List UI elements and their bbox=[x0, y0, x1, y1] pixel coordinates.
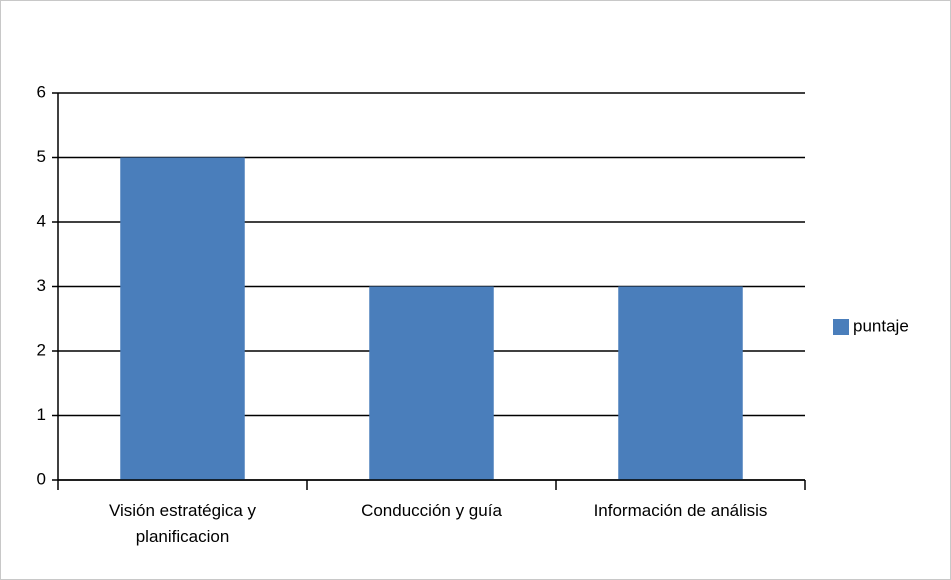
bar bbox=[369, 286, 494, 480]
legend-label: puntaje bbox=[853, 316, 909, 335]
y-tick-label: 3 bbox=[37, 276, 46, 295]
y-tick-label: 4 bbox=[37, 211, 46, 230]
y-tick-label: 5 bbox=[37, 147, 46, 166]
y-tick-label: 6 bbox=[37, 82, 46, 101]
y-tick-label: 1 bbox=[37, 405, 46, 424]
x-tick-label: Visión estratégica y planificacion bbox=[108, 501, 257, 546]
y-tick-label: 0 bbox=[37, 469, 46, 488]
bar bbox=[618, 286, 743, 480]
x-tick-label: Conducción y guía bbox=[361, 501, 502, 520]
bar bbox=[120, 157, 245, 480]
legend-swatch bbox=[833, 319, 849, 335]
x-tick-label: Información de análisis bbox=[593, 501, 768, 520]
y-tick-label: 2 bbox=[37, 340, 46, 359]
